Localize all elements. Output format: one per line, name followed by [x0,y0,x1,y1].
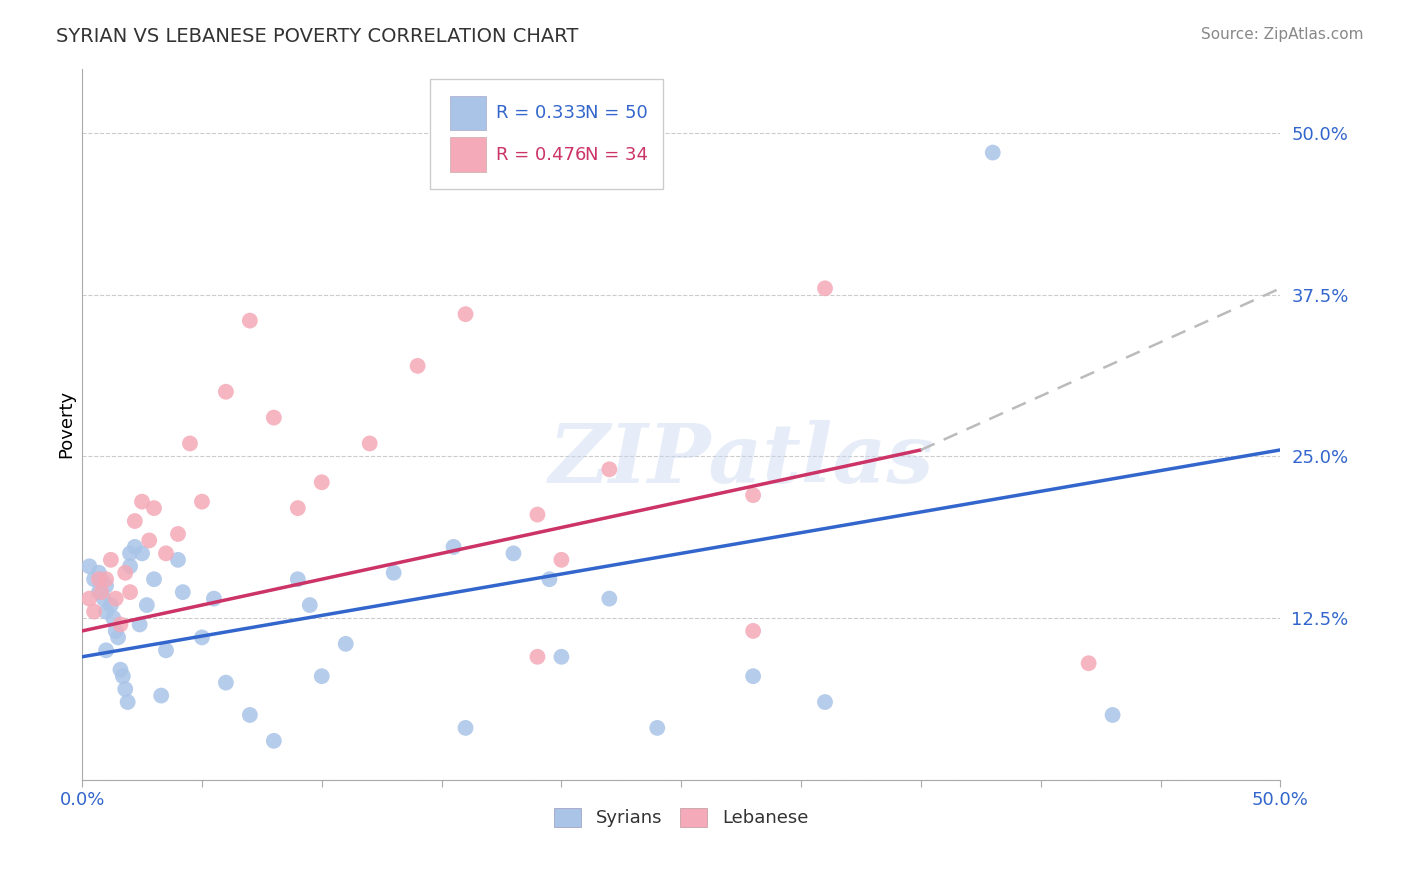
Point [90,585,112,599]
Point [172,585,194,599]
Point [454,721,477,735]
Point [202,591,225,606]
Point [100,553,122,567]
FancyBboxPatch shape [450,96,486,130]
Point [100,598,122,612]
Point [502,546,524,560]
Point [114,566,136,580]
Point [443,540,465,554]
Point [110,617,132,632]
Point [814,695,837,709]
Point [117,695,139,709]
Point [131,546,153,560]
Point [645,721,668,735]
Point [239,708,262,723]
Point [981,145,1004,160]
Text: SYRIAN VS LEBANESE POVERTY CORRELATION CHART: SYRIAN VS LEBANESE POVERTY CORRELATION C… [56,27,579,45]
FancyBboxPatch shape [450,137,486,171]
Point [104,591,127,606]
Point [239,313,262,327]
Point [87,585,110,599]
Point [382,566,405,580]
Point [143,501,166,516]
Point [287,501,309,516]
Point [215,384,238,399]
Point [87,566,110,580]
Point [311,475,333,490]
Point [1077,657,1099,671]
Point [179,436,201,450]
Point [93,591,115,606]
Point [114,682,136,697]
Text: N = 50: N = 50 [585,104,648,122]
Point [131,494,153,508]
Point [191,494,214,508]
Point [538,572,561,586]
Point [550,553,572,567]
Point [150,689,173,703]
Point [287,572,309,586]
Point [526,508,548,522]
Point [83,605,105,619]
Point [215,675,238,690]
Point [335,637,357,651]
Point [742,669,765,683]
Point [104,624,127,638]
Point [124,514,146,528]
Point [94,605,117,619]
Point [79,559,101,574]
Point [598,462,620,476]
Point [135,598,157,612]
Point [94,572,117,586]
Point [107,631,129,645]
Point [111,669,134,683]
Point [124,540,146,554]
Point [1101,708,1123,723]
Text: R = 0.476: R = 0.476 [495,145,586,163]
Point [118,559,141,574]
Point [103,611,125,625]
Point [155,546,177,560]
Point [263,734,285,748]
Text: N = 34: N = 34 [585,145,648,163]
Legend: Syrians, Lebanese: Syrians, Lebanese [547,801,815,835]
Text: R = 0.333: R = 0.333 [495,104,586,122]
Point [814,281,837,295]
Point [94,643,117,657]
Point [598,591,620,606]
Point [118,546,141,560]
Point [143,572,166,586]
Point [118,585,141,599]
Point [90,572,112,586]
Point [406,359,429,373]
Point [298,598,321,612]
Point [110,663,132,677]
Point [191,631,214,645]
Point [311,669,333,683]
Point [138,533,160,548]
Point [87,572,110,586]
Point [167,527,190,541]
Point [454,307,477,321]
Y-axis label: Poverty: Poverty [58,390,75,458]
Point [94,579,117,593]
Point [263,410,285,425]
Point [155,643,177,657]
FancyBboxPatch shape [430,79,664,189]
Text: ZIPatlas: ZIPatlas [548,419,934,500]
Point [83,572,105,586]
Point [79,591,101,606]
Point [742,624,765,638]
Point [359,436,381,450]
Point [167,553,190,567]
Point [128,617,150,632]
Text: Source: ZipAtlas.com: Source: ZipAtlas.com [1201,27,1364,42]
Point [526,649,548,664]
Point [550,649,572,664]
Point [742,488,765,502]
